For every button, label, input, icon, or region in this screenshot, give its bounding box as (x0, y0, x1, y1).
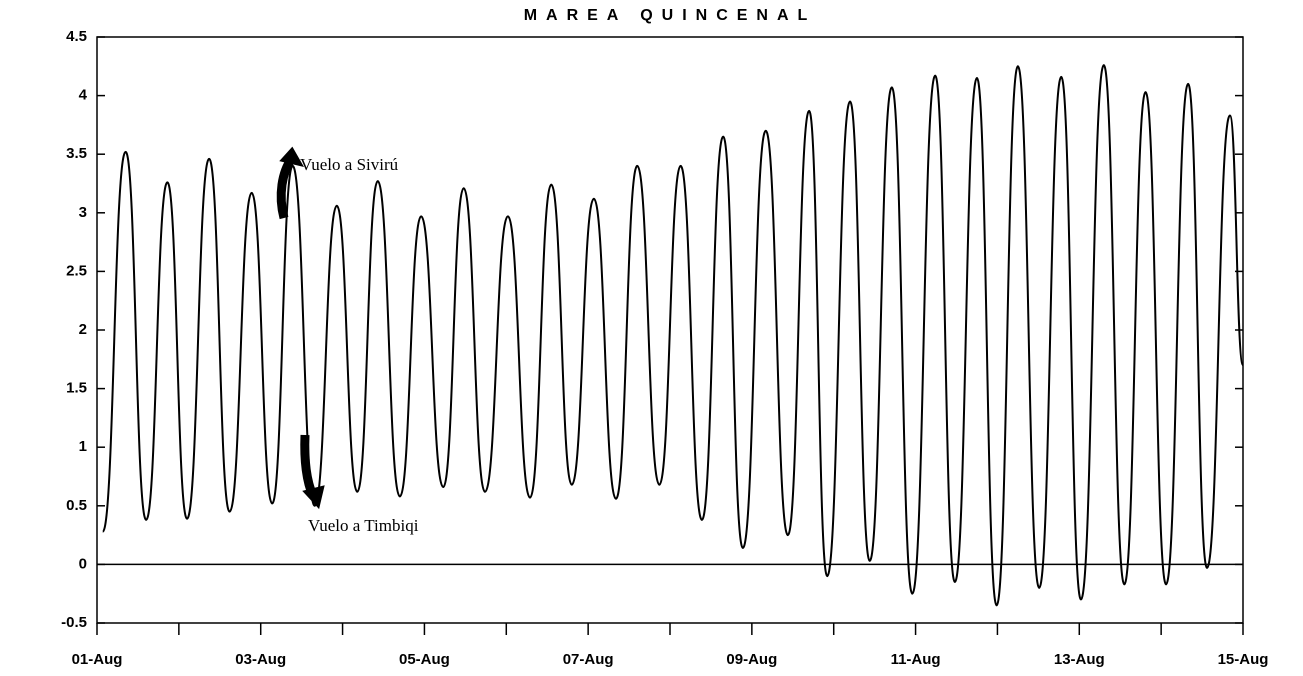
annotation: Vuelo a Sivirú (300, 155, 399, 174)
y-tick-label: 4.5 (66, 28, 87, 45)
annotation: Vuelo a Timbiqi (308, 516, 419, 535)
y-tick-label: 4 (79, 87, 88, 104)
y-tick-label: -0.5 (61, 614, 87, 631)
y-tick-label: 0.5 (66, 497, 87, 514)
x-tick-label: 13-Aug (1054, 651, 1105, 668)
x-tick-label: 11-Aug (891, 651, 941, 668)
chart-title: MAREA QUINCENAL (524, 7, 817, 24)
y-tick-label: 3 (79, 204, 87, 221)
arrow-down-head (302, 485, 325, 510)
x-tick-label: 09-Aug (726, 651, 777, 668)
x-tick-label: 03-Aug (235, 651, 286, 668)
y-tick-label: 2.5 (66, 262, 87, 279)
y-tick-label: 2 (79, 321, 87, 338)
y-tick-label: 0 (79, 555, 87, 572)
x-tick-label: 05-Aug (399, 651, 450, 668)
x-tick-label: 15-Aug (1218, 651, 1269, 668)
arrow-up-head (279, 146, 305, 167)
x-tick-label: 07-Aug (563, 651, 614, 668)
y-tick-label: 1 (79, 438, 87, 455)
x-tick-label: 01-Aug (72, 651, 123, 668)
y-tick-label: 1.5 (66, 380, 87, 397)
tide-line (101, 64, 1244, 607)
y-tick-label: 3.5 (66, 145, 87, 162)
